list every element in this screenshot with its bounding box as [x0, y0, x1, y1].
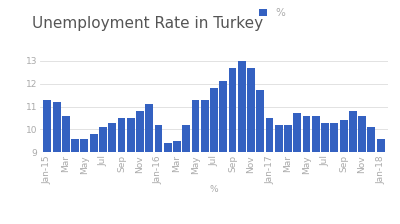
Bar [293, 113, 301, 224]
Bar [210, 88, 218, 224]
Bar [182, 125, 190, 224]
Bar [377, 139, 384, 224]
Bar [340, 120, 348, 224]
Legend: %: % [259, 8, 285, 18]
Bar [90, 134, 98, 224]
Bar [44, 100, 51, 224]
Bar [127, 118, 135, 224]
Bar [62, 116, 70, 224]
Bar [256, 90, 264, 224]
Bar [266, 118, 274, 224]
Bar [275, 125, 283, 224]
Bar [247, 68, 255, 224]
Bar [164, 143, 172, 224]
Bar [321, 123, 329, 224]
Bar [358, 116, 366, 224]
Bar [108, 123, 116, 224]
Bar [284, 125, 292, 224]
Bar [71, 139, 79, 224]
Bar [368, 127, 375, 224]
Bar [192, 100, 200, 224]
Bar [154, 125, 162, 224]
Bar [201, 100, 209, 224]
Bar [136, 111, 144, 224]
Bar [349, 111, 357, 224]
Bar [53, 102, 60, 224]
Bar [228, 68, 236, 224]
Bar [80, 139, 88, 224]
Bar [219, 81, 227, 224]
Bar [312, 116, 320, 224]
Text: Unemployment Rate in Turkey: Unemployment Rate in Turkey [32, 16, 263, 31]
Bar [118, 118, 125, 224]
Bar [330, 123, 338, 224]
Bar [238, 61, 246, 224]
Bar [99, 127, 107, 224]
X-axis label: %: % [210, 185, 218, 194]
Bar [173, 141, 181, 224]
Bar [145, 104, 153, 224]
Bar [303, 116, 310, 224]
